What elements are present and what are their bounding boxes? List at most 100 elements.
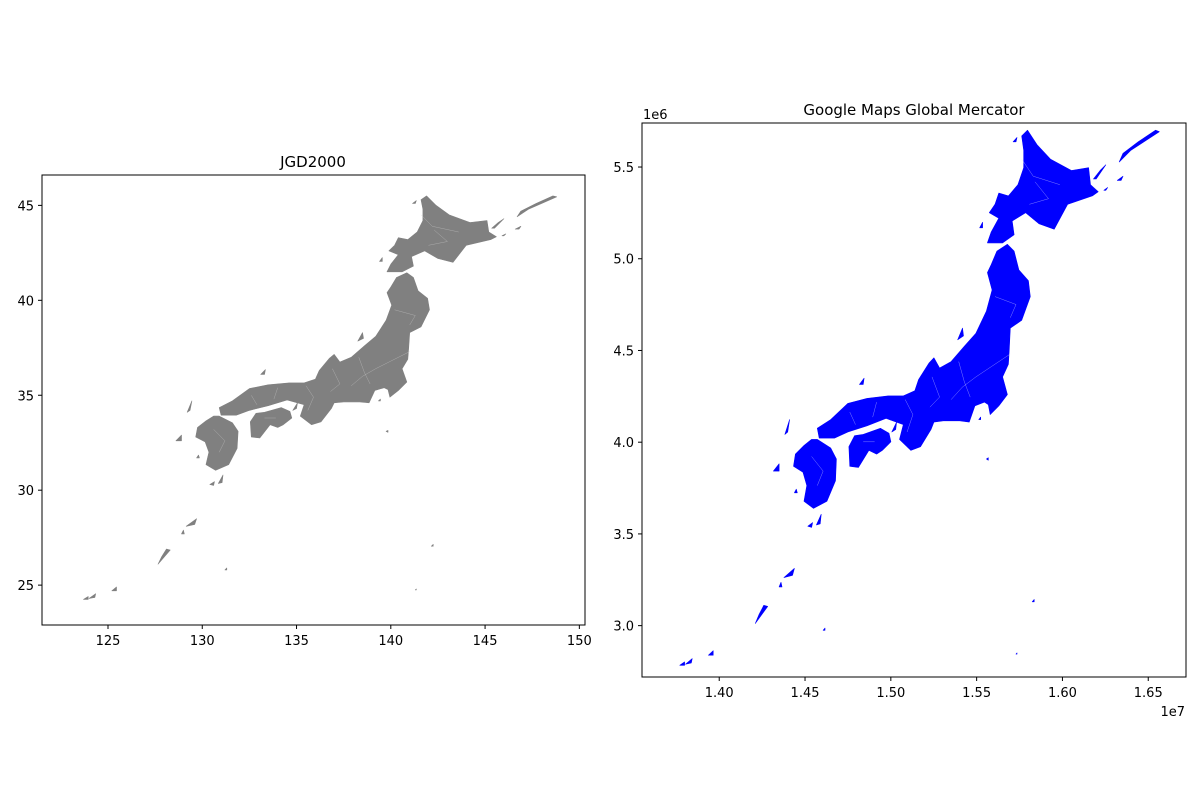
- region-kunashiri: [1093, 164, 1107, 180]
- boundary-line: [251, 395, 258, 405]
- region-koshiki: [794, 488, 798, 494]
- region-yakushima: [807, 522, 813, 528]
- region-miyako: [111, 586, 117, 592]
- region-goto: [175, 434, 182, 442]
- boundary-line: [428, 229, 448, 246]
- x-tick-label: 130: [190, 634, 215, 649]
- region-tokunoshima: [778, 582, 783, 588]
- region-shikoku: [848, 428, 892, 468]
- region-yakushima: [209, 481, 215, 486]
- x-tick-label: 1.40: [705, 686, 734, 701]
- region-koshiki: [196, 454, 200, 459]
- y-tick-label: 3.0: [613, 620, 634, 635]
- region-daito: [822, 627, 826, 631]
- region-shikoku: [250, 407, 293, 439]
- x-tick-label: 1.65: [1134, 686, 1163, 701]
- boundary-line: [958, 361, 971, 398]
- boundary-line: [420, 214, 459, 233]
- region-daito: [224, 567, 228, 571]
- region-etorofu: [1118, 129, 1160, 163]
- region-iriomote: [679, 661, 685, 666]
- region-habomai: [1103, 187, 1108, 191]
- y-tick-label: 30: [17, 484, 34, 499]
- x-tick-label: 125: [96, 634, 121, 649]
- boundary-line: [994, 296, 1017, 318]
- region-kunashiri: [491, 218, 505, 229]
- region-iwoto: [415, 588, 417, 591]
- y-tick-label: 35: [17, 389, 34, 404]
- region-tsushima: [784, 419, 790, 435]
- boundary-line: [950, 353, 1011, 400]
- y-tick-label: 25: [17, 579, 34, 594]
- x-tick-label: 145: [473, 634, 498, 649]
- boundary-line: [305, 385, 314, 411]
- region-ogasawara: [431, 544, 434, 547]
- region-izu-oshima: [978, 416, 981, 420]
- boundary-line: [213, 429, 226, 453]
- boundary-line: [929, 376, 940, 408]
- region-rishiri: [1012, 137, 1018, 143]
- x-tick-label: 135: [284, 634, 309, 649]
- x-tick-label: 1.60: [1048, 686, 1077, 701]
- region-miyako: [708, 650, 714, 656]
- axis-ticks: 125 130 135 140 145 150 25 30 35 40 45: [17, 199, 591, 649]
- japan-map-mercator: [679, 129, 1160, 666]
- region-oki: [260, 369, 266, 375]
- region-goto: [773, 463, 780, 472]
- region-ishigaki: [88, 593, 96, 599]
- x-tick-label: 150: [567, 634, 592, 649]
- region-okinawa: [755, 605, 768, 624]
- region-hokkaido: [987, 129, 1099, 244]
- region-honshu: [817, 244, 1031, 451]
- region-tanegashima: [218, 474, 224, 484]
- y-tick-label: 4.5: [613, 344, 634, 359]
- region-tokunoshima: [181, 529, 185, 535]
- boundary-line: [1029, 181, 1049, 205]
- region-kyushu: [195, 415, 239, 471]
- y-tick-label: 5.5: [613, 161, 634, 176]
- region-hachijojima: [385, 430, 389, 433]
- region-tsushima: [186, 400, 193, 413]
- y-tick-label: 40: [17, 294, 34, 309]
- y-tick-label: 3.5: [613, 528, 634, 543]
- region-kyushu: [793, 439, 837, 509]
- y-tick-label: 45: [17, 199, 34, 214]
- region-rishiri: [412, 200, 417, 204]
- boundary-line: [872, 402, 877, 418]
- region-awaji: [891, 421, 897, 433]
- region-shikotan: [514, 226, 522, 230]
- boundary-line: [351, 351, 410, 386]
- region-okushiri: [379, 257, 383, 262]
- region-okushiri: [979, 222, 983, 229]
- axis-ticks: 1.40 1.45 1.50 1.55 1.60 1.65 3.0 3.5 4.0 4.5 5.0 5…: [613, 161, 1162, 701]
- region-hokkaido: [386, 195, 497, 273]
- x-tick-label: 1.50: [876, 686, 905, 701]
- region-hachijojima: [986, 457, 989, 461]
- region-sado: [957, 327, 964, 341]
- boundary-line: [905, 399, 914, 433]
- region-ishigaki: [685, 658, 693, 665]
- region-iriomote: [83, 596, 89, 600]
- jgd2000-axes: JGD2000 125 130 135 140 145 150 25 30 35 40 45: [17, 153, 591, 649]
- chart-title: Google Maps Global Mercator: [803, 101, 1025, 119]
- region-etorofu: [516, 195, 557, 218]
- region-honshu: [218, 272, 430, 425]
- plot-frame: [641, 122, 1187, 678]
- region-iwoto: [1015, 652, 1018, 655]
- boundary-line: [849, 412, 856, 425]
- boundary-line: [1021, 159, 1060, 185]
- region-sado: [357, 332, 364, 342]
- boundary-line: [811, 456, 824, 486]
- boundary-line: [330, 368, 341, 392]
- x-tick-label: 1.45: [791, 686, 820, 701]
- y-tick-label: 5.0: [613, 253, 634, 268]
- y-offset-label: 1e6: [643, 108, 668, 123]
- boundary-line: [358, 357, 371, 384]
- x-tick-label: 1.55: [962, 686, 991, 701]
- boundary-line: [273, 387, 278, 400]
- japan-map-jgd2000: [83, 195, 557, 600]
- region-amami: [185, 518, 197, 527]
- boundary-line: [394, 309, 416, 326]
- plot-frame: [41, 174, 586, 626]
